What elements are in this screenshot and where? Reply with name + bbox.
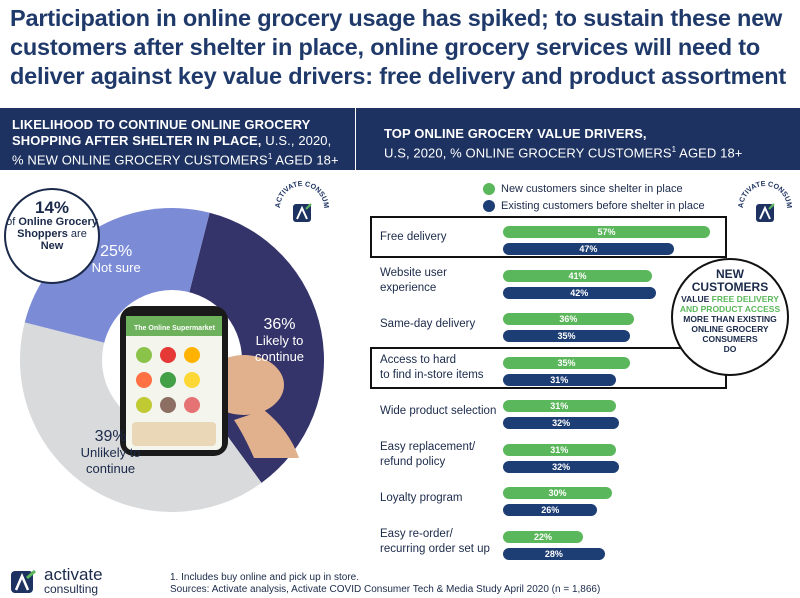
category-label-7: Easy re-order/recurring order set up	[380, 527, 500, 557]
bar-new-1: 41%	[503, 269, 652, 282]
pie-slice-likely-pct: 36%	[263, 316, 296, 334]
legend-dot-existing	[483, 199, 495, 212]
legend-item-existing: Existing customers before shelter in pla…	[483, 197, 705, 214]
pie-slice-likely-label: 36% Likely to continue	[234, 317, 324, 365]
bar-new-2: 36%	[503, 313, 634, 325]
footnote-sources: Sources: Activate analysis, Activate COV…	[170, 584, 601, 595]
legend-label-existing: Existing customers before shelter in pla…	[501, 199, 705, 212]
category-label-7-line-1: recurring order set up	[380, 542, 490, 555]
category-label-6-line-0: Loyalty program	[380, 491, 463, 504]
logo-sub: consulting	[44, 582, 99, 596]
category-label-2-line-0: Same-day delivery	[380, 317, 476, 330]
bar-existing-3: 31%	[503, 373, 616, 386]
callout-line3b: FREE DELIVERY	[711, 294, 779, 304]
page-title: Participation in online grocery usage ha…	[10, 5, 786, 89]
bubble-bold-2: New	[40, 240, 64, 252]
pie-slice-likely-text-1: continue	[254, 349, 305, 365]
new-customers-callout: NEW CUSTOMERS VALUE FREE DELIVERY AND PR…	[671, 258, 789, 376]
phone-screen-title: The Online Supermarket	[134, 325, 216, 332]
svg-text:ACTIVATE CONSUMER INSIGHT: ACTIVATE CONSUMER INSIGHT	[733, 176, 794, 209]
legend-item-new: New customers since shelter in place	[483, 180, 705, 197]
bar-new-0: 57%	[503, 226, 710, 238]
callout-line3a: VALUE	[681, 294, 712, 304]
legend-dot-new	[483, 182, 495, 195]
category-label-4: Wide product selection	[380, 404, 500, 419]
right-title-bold: TOP ONLINE GROCERY VALUE DRIVERS,	[384, 126, 647, 141]
category-label-3-line-0: Access to hard	[380, 353, 457, 366]
bubble-percent: 14%	[34, 198, 70, 217]
bar-existing-1: 42%	[503, 286, 656, 299]
category-label-0-line-0: Free delivery	[380, 230, 447, 243]
category-label-2: Same-day delivery	[380, 317, 500, 332]
bubble-bold-1: Online Grocery Shoppers	[17, 216, 98, 240]
category-label-5-line-1: refund policy	[380, 455, 446, 468]
left-title-sup: 1	[267, 152, 273, 161]
activate-logo-icon	[11, 569, 36, 593]
category-label-1: Website user experience	[380, 266, 500, 296]
callout-line6: ONLINE GROCERY	[691, 324, 769, 334]
callout-line4: AND PRODUCT ACCESS	[679, 304, 781, 314]
pie-slice-unlikely-pct: 39%	[94, 427, 127, 445]
right-title-sup: 1	[671, 145, 677, 154]
bar-new-5: 31%	[503, 443, 616, 456]
footnotes: 1. Includes buy online and pick up in st…	[170, 572, 600, 596]
pie-slice-not-sure-label: 25% Not sure	[71, 242, 161, 276]
pie-slice-likely	[172, 212, 324, 483]
category-label-6: Loyalty program	[380, 491, 500, 506]
pie-slice-likely-text-0: Likely to	[255, 333, 304, 349]
activate-logo: activate consulting	[10, 565, 103, 596]
category-label-3-line-1: to find in-store items	[380, 368, 484, 381]
left-panel-header: LIKELIHOOD TO CONTINUE ONLINE GROCERY SH…	[0, 108, 355, 170]
pie-slice-not-sure-text-0: Not sure	[91, 259, 141, 275]
bubble-text-1: of	[6, 216, 19, 228]
pie-slice-unlikely-text-1: continue	[86, 460, 136, 476]
callout-line2: CUSTOMERS	[691, 280, 769, 294]
footnote-1: 1. Includes buy online and pick up in st…	[170, 572, 360, 583]
bar-legend: New customers since shelter in place Exi…	[483, 180, 705, 214]
phone-illustration: The Online Supermarket	[120, 306, 299, 458]
callout-line7: CONSUMERS	[702, 334, 758, 344]
bar-existing-6: 26%	[503, 504, 598, 516]
category-label-3: Access to hard to find in-store items	[380, 353, 500, 383]
category-label-7-line-0: Easy re-order/	[380, 527, 453, 540]
bar-existing-2: 35%	[503, 330, 631, 342]
badge-text-right: ACTIVATE CONSUMER INSIGHT	[733, 176, 794, 209]
callout-line5: MORE THAN EXISTING	[683, 314, 777, 324]
pie-slice-unlikely-label: 39% Unlikely to continue	[66, 427, 156, 477]
logo-name: activate	[44, 565, 103, 584]
consumer-insight-badge-right: ACTIVATE CONSUMER INSIGHT	[733, 176, 794, 222]
callout-line8: DO	[723, 344, 737, 354]
left-title-rest: U.S., 2020, % NEW ONLINE GROCERY CUSTOME…	[12, 133, 332, 168]
left-title-bold: LIKELIHOOD TO CONTINUE ONLINE GROCERY SH…	[12, 117, 311, 148]
bubble-text-2: are	[67, 228, 87, 240]
bar-new-6: 30%	[503, 487, 612, 499]
category-label-0: Free delivery	[380, 230, 500, 245]
category-label-1-line-1: experience	[380, 281, 437, 294]
category-label-5: Easy replacement/refund policy	[380, 440, 500, 470]
pie-slice-unlikely-text-0: Unlikely to	[80, 444, 141, 460]
right-title-end: AGED 18+	[676, 145, 743, 161]
legend-label-new: New customers since shelter in place	[501, 182, 683, 195]
category-label-1-line-0: Website user	[380, 266, 447, 279]
consumer-insight-badge-left: ACTIVATE CONSUMER INSIGHT	[270, 176, 331, 222]
right-panel-header: TOP ONLINE GROCERY VALUE DRIVERS, U.S, 2…	[356, 108, 800, 170]
category-label-5-line-0: Easy replacement/	[380, 440, 476, 453]
bar-new-3: 35%	[503, 356, 631, 369]
bar-existing-5: 32%	[503, 460, 620, 473]
callout-line1: NEW	[716, 267, 744, 281]
left-title-end: AGED 18+	[272, 152, 339, 168]
category-label-4-line-0: Wide product selection	[380, 404, 497, 417]
bar-new-4: 31%	[503, 400, 616, 412]
bar-existing-7: 28%	[503, 547, 605, 560]
pie-slice-not-sure-pct: 25%	[100, 242, 133, 260]
highlight-box-0	[370, 216, 727, 258]
right-title-rest: U.S, 2020, % ONLINE GROCERY CUSTOMERS	[384, 145, 672, 161]
bar-new-7: 22%	[503, 530, 583, 543]
new-shoppers-bubble: 14% of Online Grocery Shoppers are New	[4, 188, 100, 284]
bar-existing-0: 47%	[503, 243, 674, 255]
bar-existing-4: 32%	[503, 417, 620, 429]
